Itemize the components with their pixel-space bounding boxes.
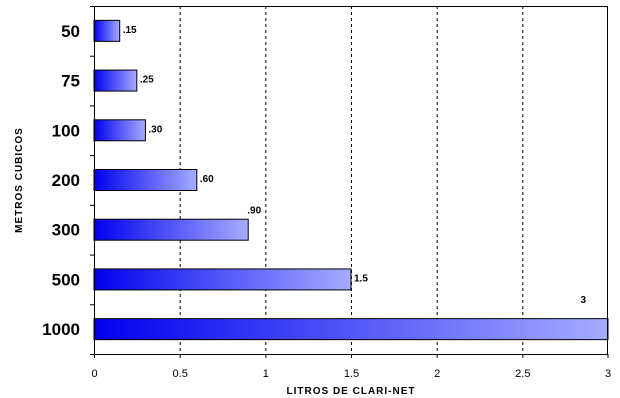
data-label: 3 [580,295,586,306]
axes [90,6,609,358]
data-label: 1.5 [354,273,368,284]
data-label: .15 [123,25,137,36]
bar [93,218,249,241]
y-axis-title: METROS CUBICOS [14,127,25,233]
x-tick-label: 3 [605,368,611,380]
y-tick-label: 1000 [42,320,80,339]
bar [93,19,121,42]
labels: 50 .15 75 .25 100 .30 200 .60 300 .90 500 1.5 1000 3 0… [42,22,611,380]
x-tick-label: 1 [263,368,269,380]
bar [93,318,609,341]
bar [93,169,198,191]
y-tick-label: 300 [52,221,80,240]
bar [93,268,352,291]
x-tick-label: 1.5 [344,368,359,380]
x-tick-label: 2.5 [515,368,530,380]
y-tick-label: 500 [52,270,80,289]
bars [93,19,609,341]
y-tick-label: 200 [52,171,80,190]
x-tick-label: 0.5 [173,368,188,380]
gridlines [179,6,524,354]
bar [93,69,138,92]
bar [93,119,146,142]
y-tick-label: 100 [52,121,80,140]
data-label: .90 [247,206,261,217]
data-label: .30 [148,124,162,135]
data-label: .60 [200,174,214,185]
data-label: .25 [140,75,154,86]
y-tick-label: 50 [61,22,80,41]
x-tick-label: 0 [91,368,97,380]
x-axis-title: LITROS DE CLARI-NET [287,386,416,397]
x-tick-label: 2 [434,368,440,380]
y-tick-label: 75 [61,72,80,91]
